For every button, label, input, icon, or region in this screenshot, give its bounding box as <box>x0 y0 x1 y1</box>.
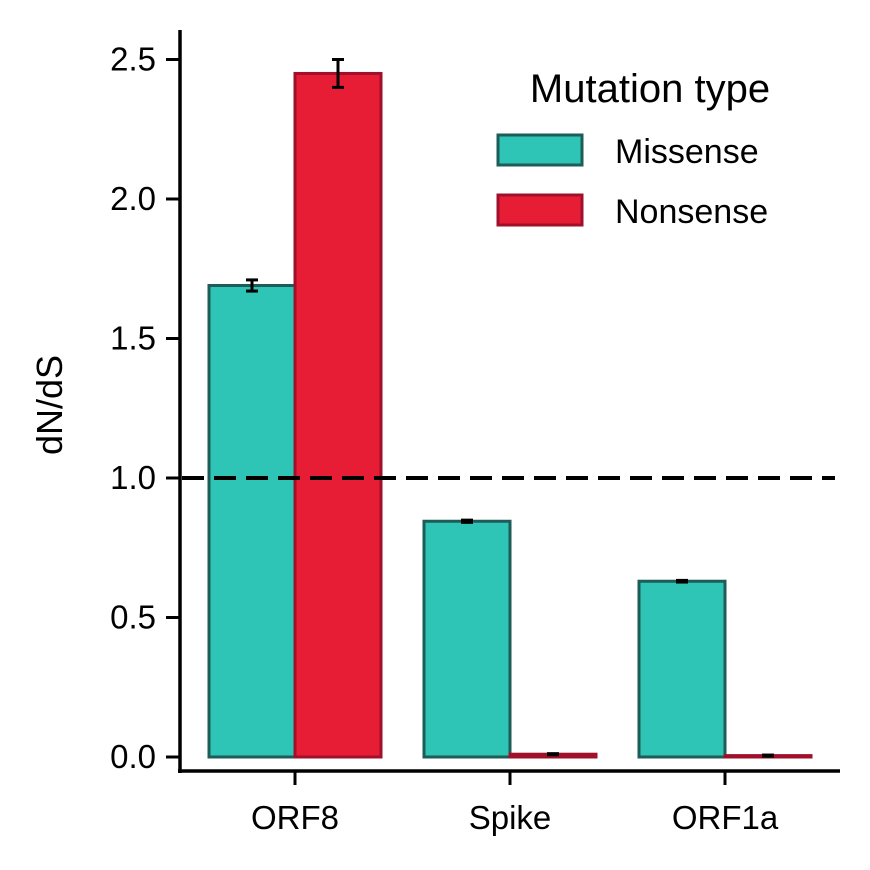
y-tick-label: 2.0 <box>110 180 156 217</box>
legend-swatch-missense <box>496 133 584 167</box>
legend-title: Mutation type <box>530 67 770 111</box>
bar-missense-orf8 <box>207 283 297 759</box>
x-tick-label: Spike <box>469 799 552 836</box>
y-tick-label: 1.5 <box>110 320 156 357</box>
legend-label-nonsense: Nonsense <box>615 193 768 231</box>
bar-missense-spike <box>422 519 512 759</box>
error-bar-nonsense-orf8 <box>332 58 344 89</box>
error-bar-missense-orf8 <box>246 278 258 293</box>
y-tick-label: 0.5 <box>110 599 156 636</box>
bar-missense-orf1a <box>637 579 727 759</box>
legend: Mutation type Missense Nonsense <box>496 67 770 231</box>
y-axis-title: dN/dS <box>29 355 70 455</box>
legend-label-missense: Missense <box>615 133 759 171</box>
error-bar-nonsense-orf1a <box>762 753 774 758</box>
legend-swatch-nonsense <box>496 193 584 227</box>
y-tick-label: 2.5 <box>110 41 156 78</box>
error-bar-missense-orf1a <box>676 578 688 584</box>
error-bars-layer <box>246 58 774 758</box>
axes-layer: 0.0 0.5 1.0 1.5 2.0 2.5 ORF8 Spike ORF1a <box>110 30 840 836</box>
error-bar-nonsense-spike <box>547 752 559 757</box>
x-tick-label: ORF8 <box>251 799 339 836</box>
bar-nonsense-orf8 <box>293 71 383 759</box>
bars-layer <box>207 71 813 759</box>
y-tick-label: 1.0 <box>110 459 156 496</box>
x-tick-label: ORF1a <box>672 799 779 836</box>
error-bar-missense-spike <box>461 518 473 524</box>
y-tick-label: 0.0 <box>110 738 156 775</box>
